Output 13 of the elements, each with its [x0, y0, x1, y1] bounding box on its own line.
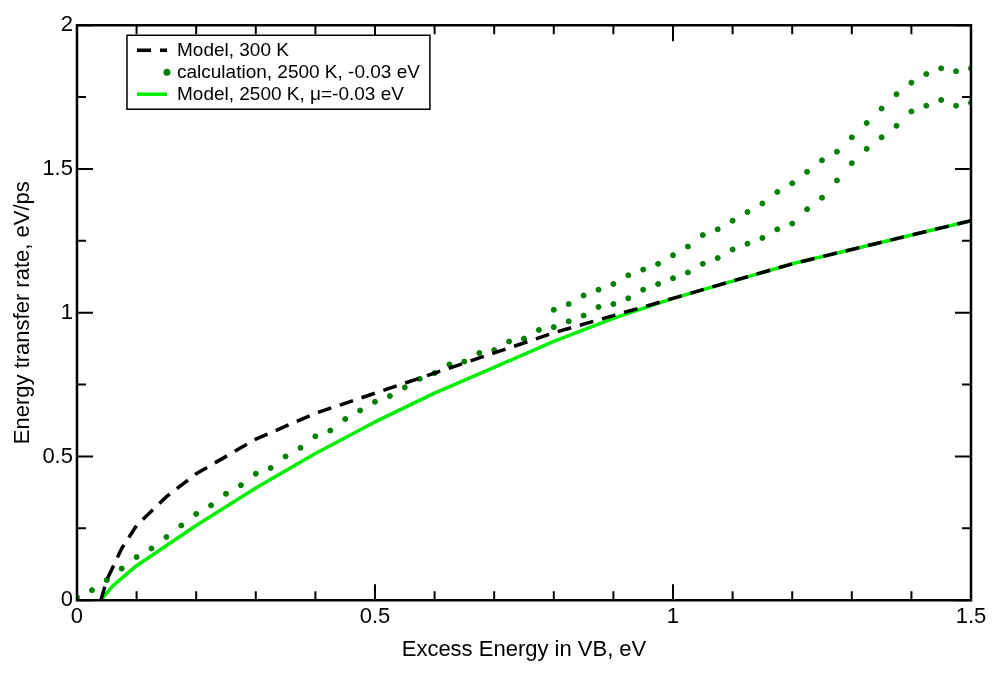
x-tick-label: 0.5 — [359, 603, 391, 629]
y-tick-label: 1 — [60, 298, 73, 324]
x-tick-label: 1.5 — [955, 603, 987, 629]
legend-label: Model, 2500 K, μ=-0.03 eV — [176, 83, 405, 105]
y-axis-title: Energy transfer rate, eV/ps — [9, 181, 35, 445]
legend-label: Model, 300 K — [176, 39, 290, 61]
legend-label: calculation, 2500 K, -0.03 eV — [176, 61, 421, 83]
y-tick-label: 0 — [60, 586, 73, 612]
y-tick-label: 0.5 — [42, 442, 73, 468]
y-tick-label: 2 — [60, 11, 73, 37]
y-tick-label: 1.5 — [42, 155, 73, 181]
x-tick-label: 1 — [666, 603, 680, 629]
x-axis-title: Excess Energy in VB, eV — [401, 635, 647, 661]
